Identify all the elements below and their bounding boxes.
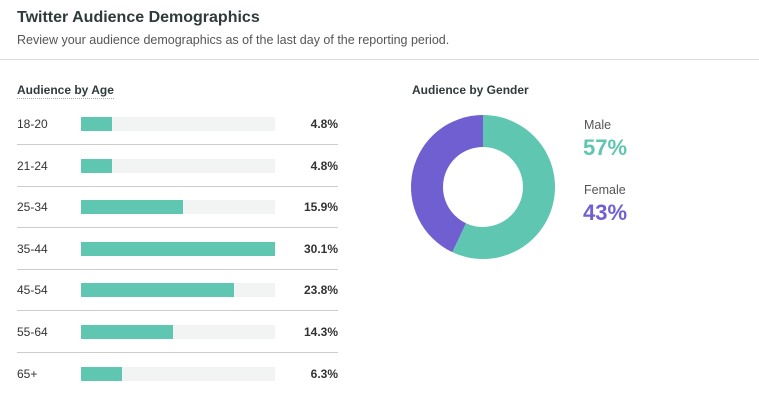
age-label: 35-44	[17, 241, 48, 256]
gender-donut-chart	[411, 115, 555, 259]
age-row: 45-54 23.8%	[17, 269, 338, 312]
age-bar	[81, 200, 184, 215]
bar-track	[81, 241, 275, 256]
legend-label: Female	[584, 183, 626, 197]
bar-track	[81, 283, 275, 298]
legend-value: 57%	[583, 135, 628, 160]
age-label: 18-20	[17, 117, 48, 131]
age-bar	[81, 158, 112, 173]
age-row: 25-34 15.9%	[17, 186, 338, 229]
divider	[0, 59, 759, 60]
age-label: 65+	[17, 366, 38, 381]
age-row: 35-44 30.1%	[17, 228, 338, 270]
legend-value: 43%	[583, 200, 628, 225]
bar-track	[81, 117, 275, 131]
age-bar	[81, 325, 174, 339]
page-title: Twitter Audience Demographics	[17, 9, 260, 26]
donut-slice-female	[411, 115, 483, 253]
age-row: 18-20 4.8%	[17, 103, 338, 145]
age-chart-title: Audience by Age	[17, 83, 114, 99]
age-bar	[81, 366, 122, 381]
donut-slice-male	[452, 115, 555, 259]
age-value: 4.8%	[310, 158, 338, 173]
age-value: 6.3%	[310, 366, 338, 381]
age-label: 25-34	[17, 200, 48, 215]
legend-label: Male	[584, 118, 612, 132]
bar-track	[81, 366, 275, 381]
age-label: 55-64	[17, 325, 48, 339]
age-value: 15.9%	[303, 200, 338, 215]
bar-track	[81, 325, 275, 339]
age-bar	[81, 117, 112, 131]
bar-track	[81, 158, 275, 173]
page-subtitle: Review your audience demographics as of …	[17, 33, 450, 47]
age-bar	[81, 241, 275, 256]
age-label: 21-24	[17, 158, 48, 173]
age-row: 21-24 4.8%	[17, 145, 338, 187]
bar-track	[81, 200, 275, 215]
age-value: 14.3%	[303, 325, 338, 339]
age-value: 30.1%	[303, 241, 338, 256]
age-bar	[81, 283, 235, 298]
age-label: 45-54	[17, 283, 48, 298]
age-row: 55-64 14.3%	[17, 311, 338, 353]
age-row: 65+ 6.3%	[17, 353, 338, 394]
age-value: 23.8%	[303, 283, 338, 298]
gender-chart-title: Audience by Gender	[412, 83, 529, 97]
age-value: 4.8%	[310, 117, 338, 131]
